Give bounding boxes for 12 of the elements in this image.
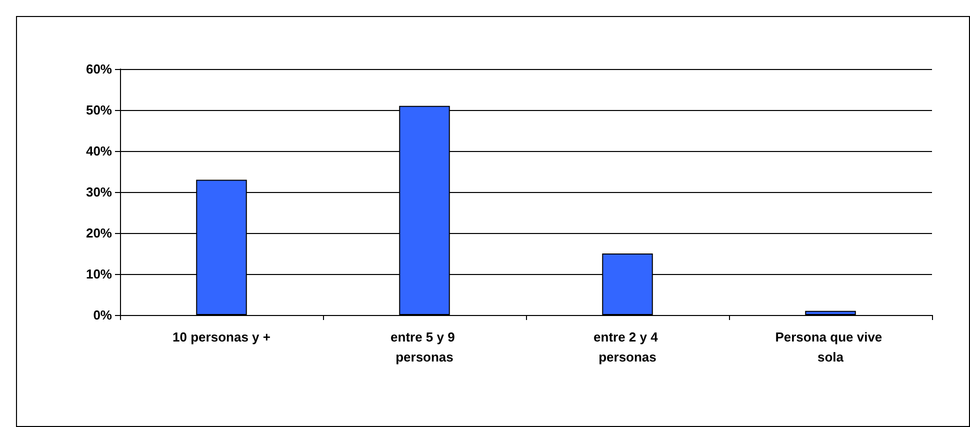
x-tick-label: Persona que vive sola xyxy=(775,330,886,364)
y-tick-label: 60% xyxy=(86,62,112,76)
y-tick-label: 40% xyxy=(86,144,112,158)
y-tick-label: 10% xyxy=(86,266,112,282)
x-tick-label: entre 5 y 9 personas xyxy=(390,330,458,364)
y-tick-label: 0% xyxy=(93,308,112,322)
bar xyxy=(805,310,856,315)
y-tick-label: 30% xyxy=(86,184,112,200)
x-tick-label: entre 2 y 4 personas xyxy=(594,330,662,364)
y-tick-label: 20% xyxy=(86,226,112,240)
x-tick-label: 10 personas y + xyxy=(172,330,271,344)
y-tick-label: 50% xyxy=(86,102,112,118)
